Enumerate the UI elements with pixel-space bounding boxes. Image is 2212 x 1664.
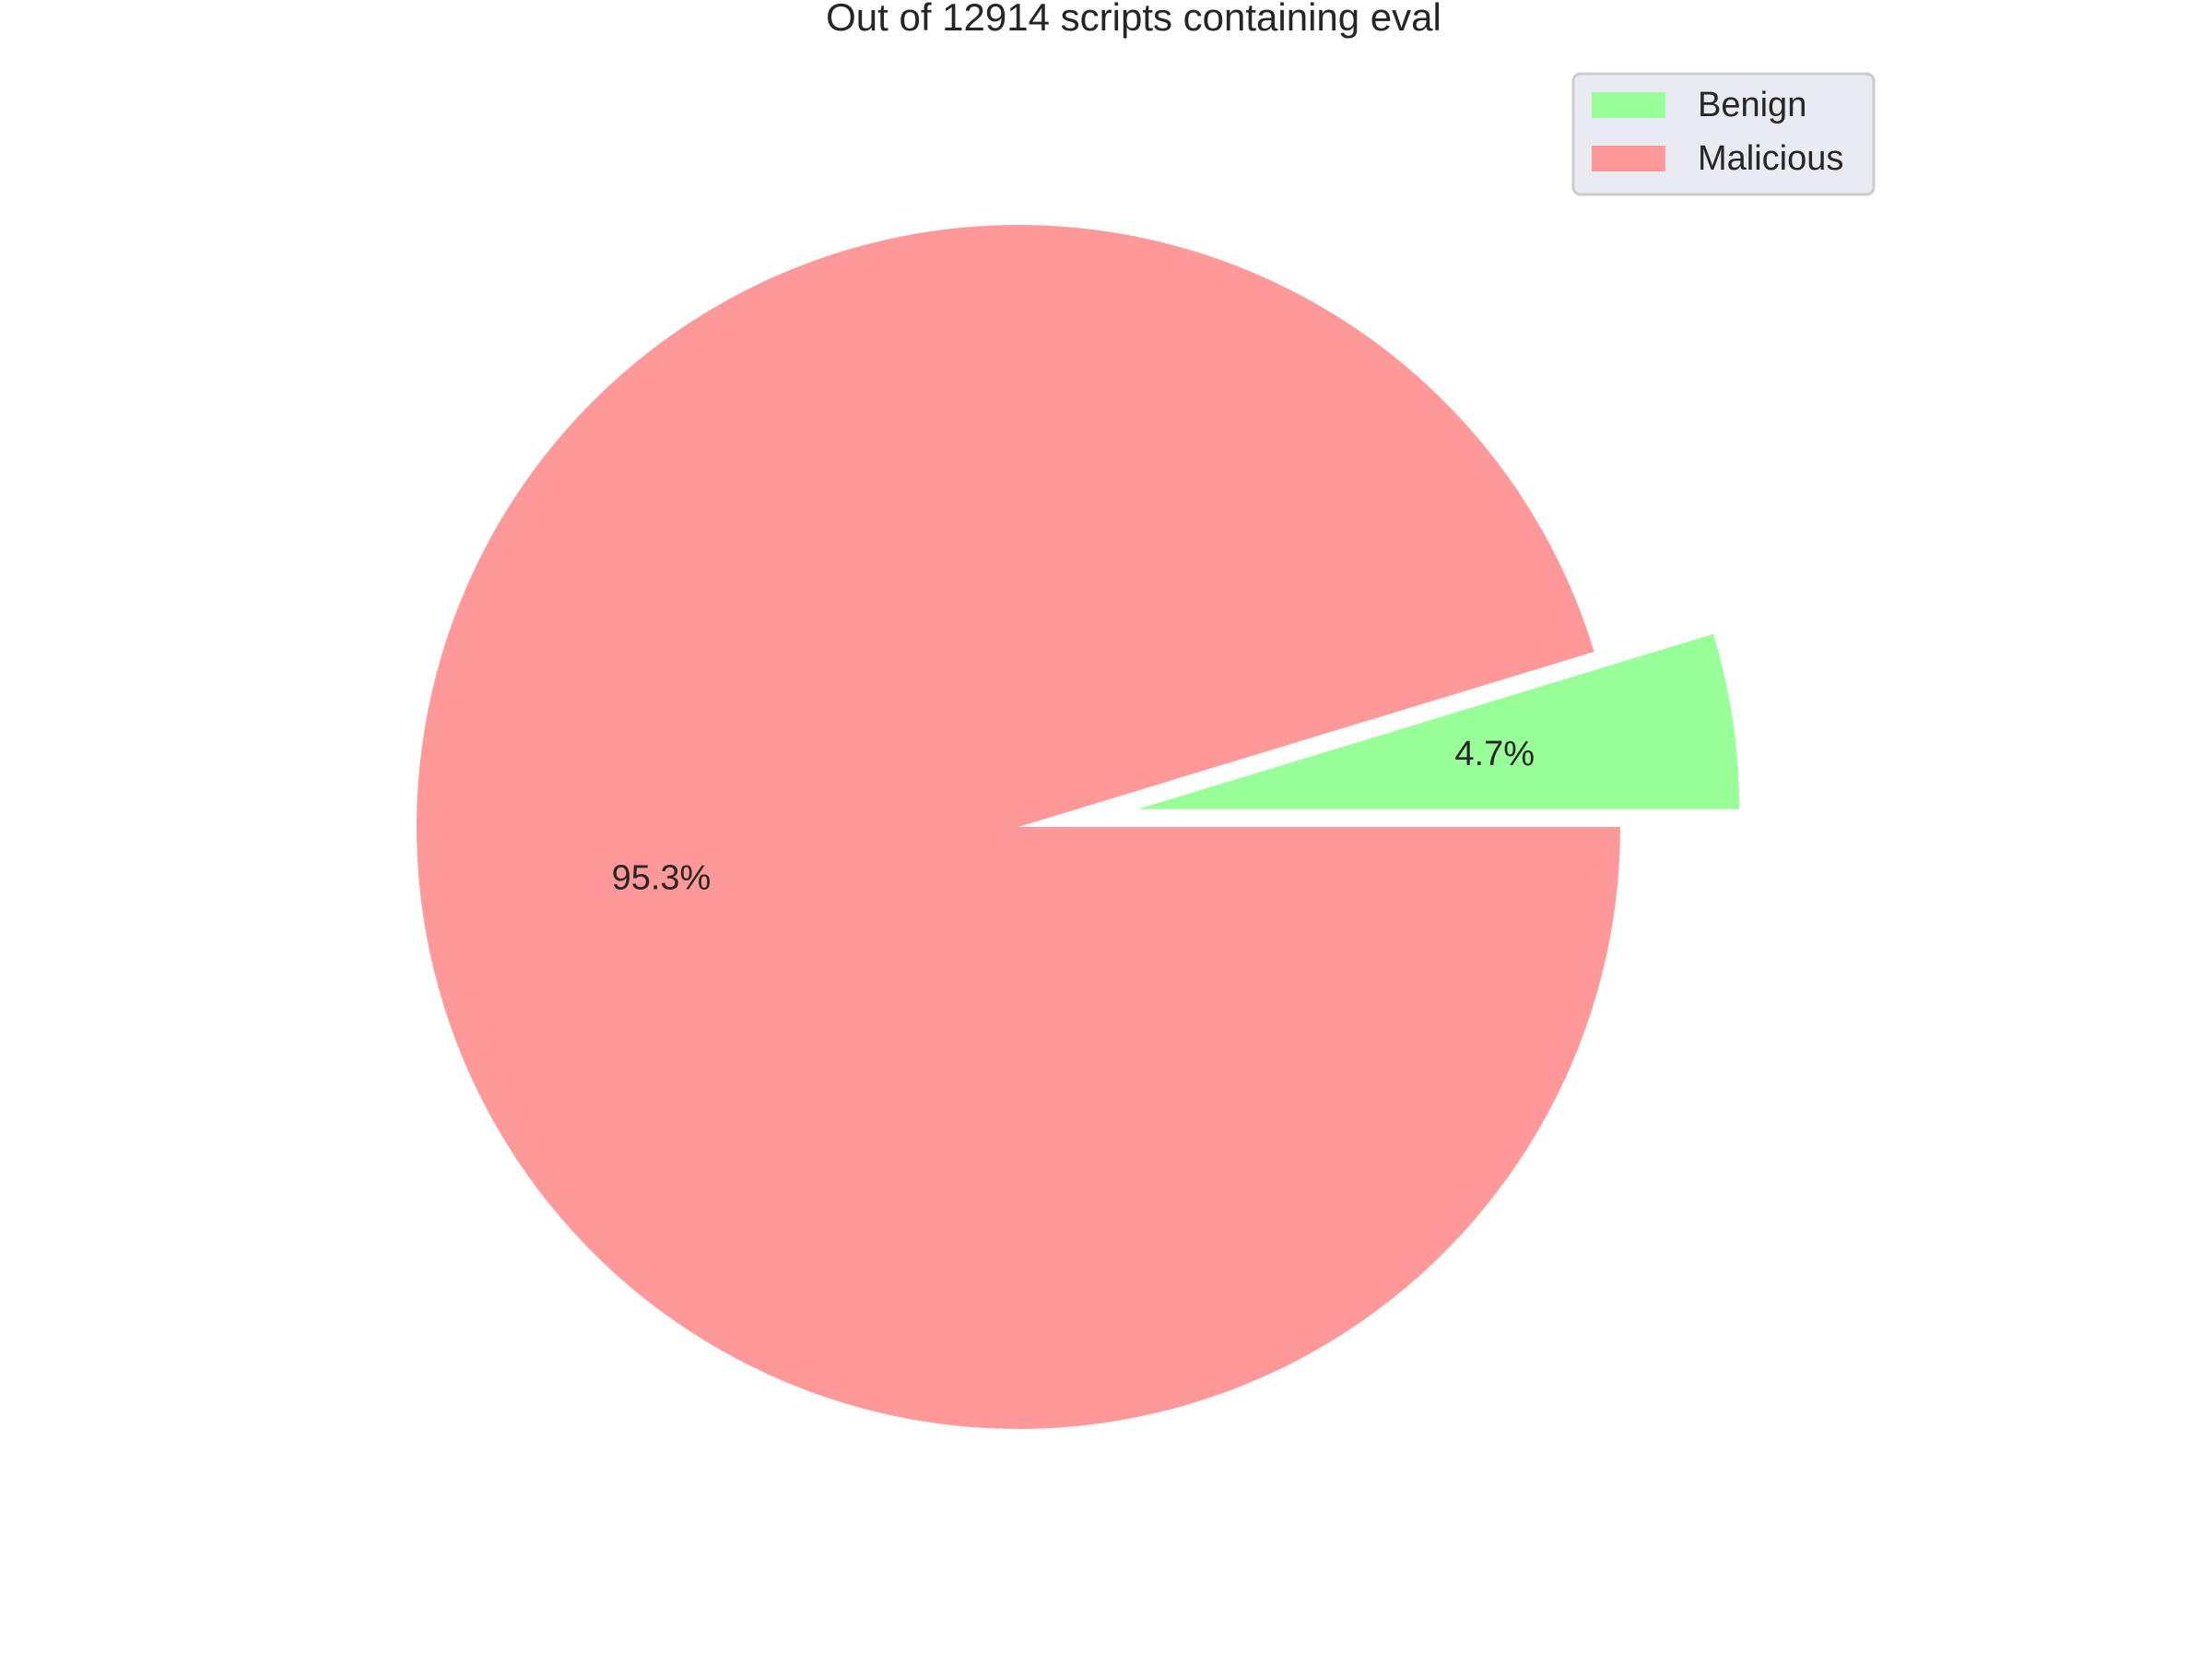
legend-label-benign: Benign (1698, 86, 1806, 124)
legend-swatch-benign (1592, 92, 1665, 118)
legend-label-malicious: Malicious (1698, 139, 1843, 178)
pct-label-benign: 4.7% (1454, 735, 1535, 773)
pie-slice-benign (1137, 633, 1740, 809)
percent-labels: 4.7% 95.3% (612, 735, 1535, 897)
chart-title: Out of 12914 scripts containing eval (826, 0, 1441, 39)
pie-slice-malicious (417, 225, 1621, 1429)
legend-swatch-malicious (1592, 146, 1665, 171)
pct-label-malicious: 95.3% (612, 859, 712, 898)
legend: Benign Malicious (1571, 72, 1876, 196)
pie-slices (417, 225, 1740, 1429)
